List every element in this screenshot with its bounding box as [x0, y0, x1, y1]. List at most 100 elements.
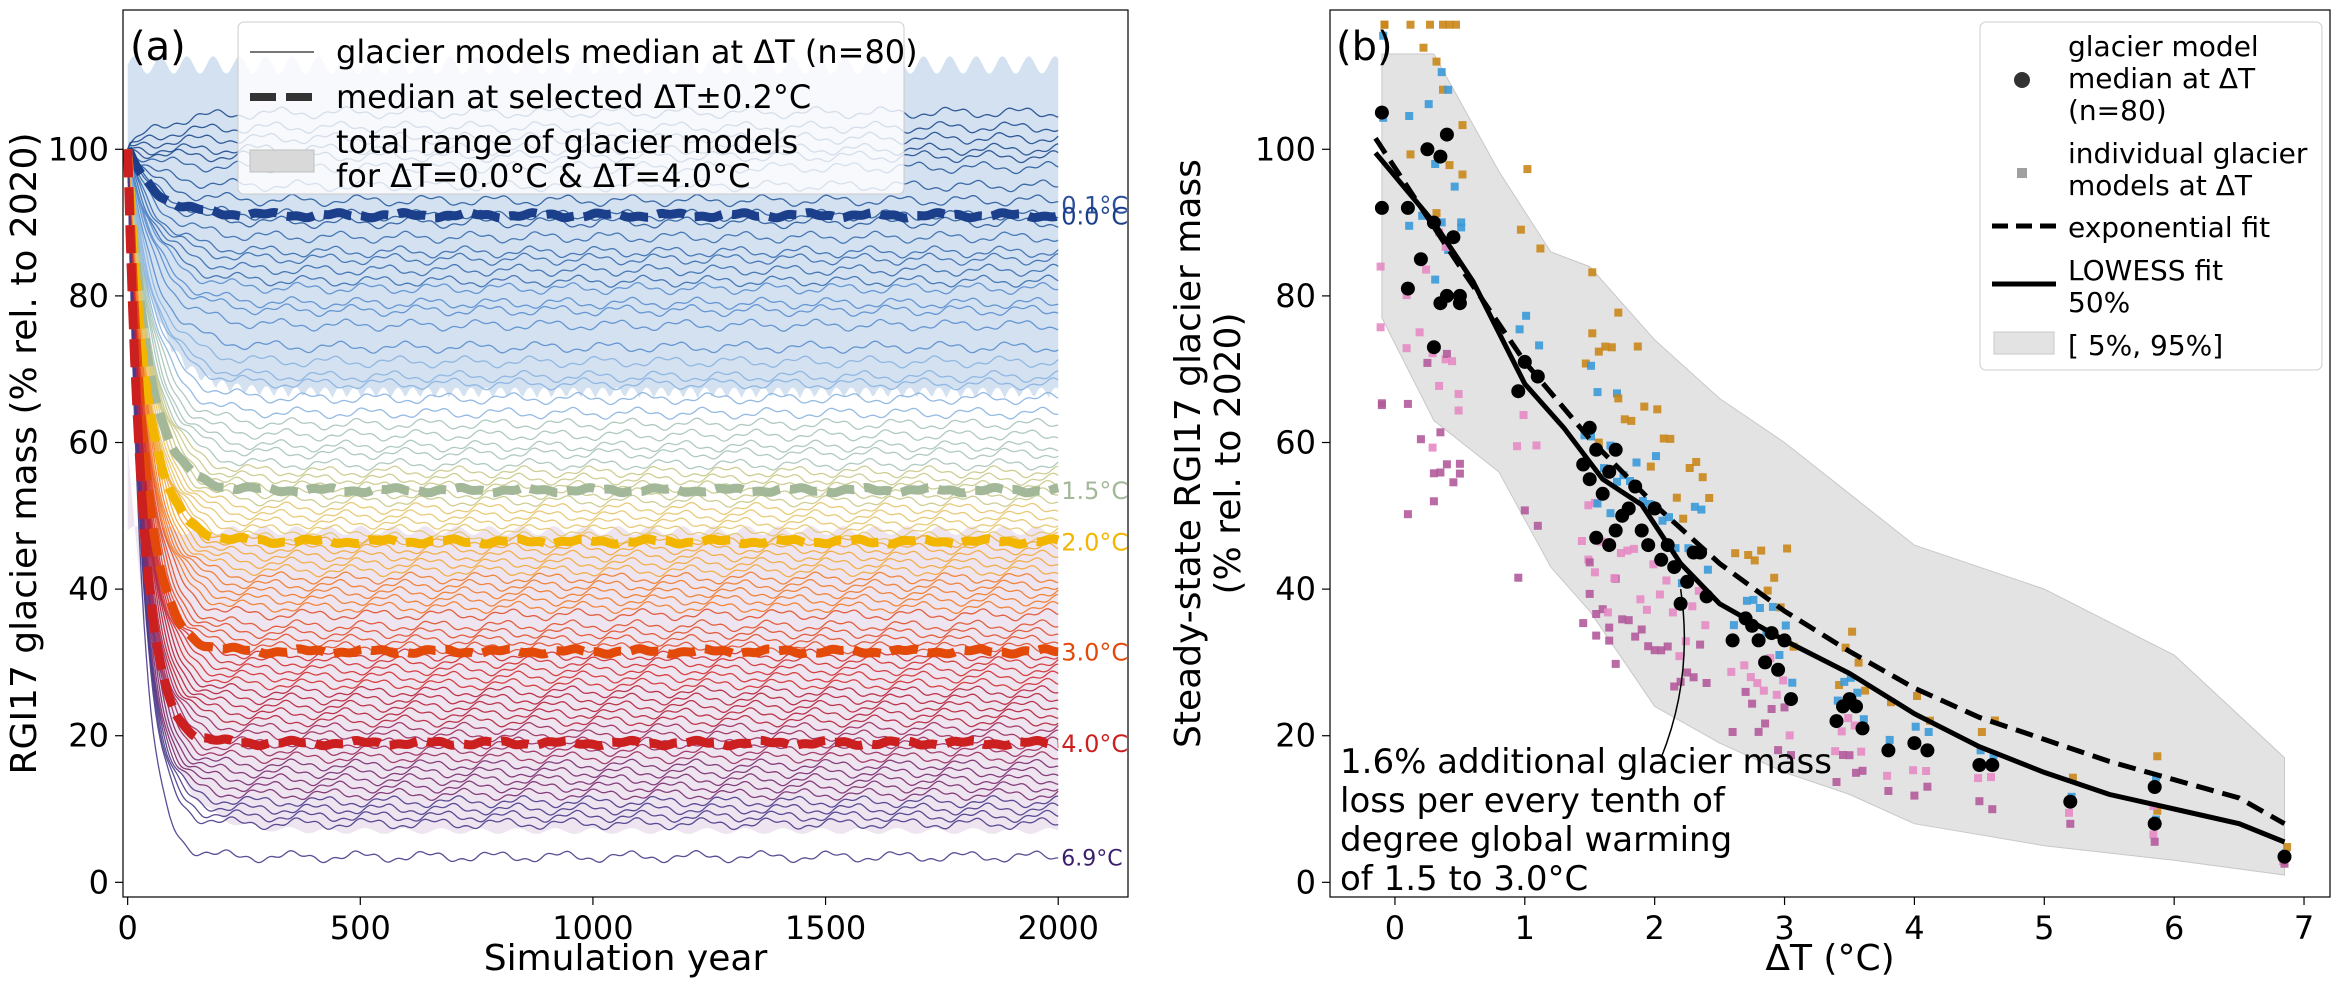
- legend: glacier models median at ΔT (n=80) media…: [237, 21, 918, 195]
- individual-model-point: [1611, 659, 1620, 668]
- median-point: [1654, 552, 1669, 567]
- individual-model-point: [1845, 751, 1854, 760]
- individual-model-point: [2150, 837, 2159, 846]
- median-point: [1511, 384, 1526, 399]
- individual-model-point: [1746, 673, 1755, 682]
- median-line: [127, 149, 1059, 728]
- median-line: [127, 149, 1059, 677]
- individual-model-point: [1698, 473, 1707, 482]
- individual-model-point: [1436, 428, 1445, 437]
- individual-model-point: [1432, 209, 1441, 218]
- individual-model-point: [1416, 435, 1425, 444]
- median-point: [1582, 472, 1597, 487]
- median-line: [127, 149, 1059, 593]
- individual-model-point: [1587, 361, 1595, 370]
- individual-model-point: [1437, 218, 1446, 227]
- individual-model-point: [1515, 325, 1524, 334]
- individual-model-point: [1588, 329, 1597, 338]
- median-line: [127, 149, 1059, 391]
- individual-model-point: [1616, 549, 1625, 558]
- series-end-label: 0.0°C: [1061, 202, 1128, 230]
- individual-model-point: [1702, 679, 1711, 687]
- median-line: [127, 149, 1059, 420]
- median-line: [127, 149, 1059, 222]
- individual-model-point: [1779, 676, 1788, 685]
- median-point: [2063, 794, 2078, 809]
- individual-model-point: [1592, 610, 1601, 618]
- median-line: [127, 149, 1059, 453]
- median-point: [1420, 142, 1435, 157]
- median-point: [1621, 501, 1636, 516]
- individual-model-point: [1757, 546, 1766, 555]
- individual-model-point: [1444, 85, 1453, 94]
- individual-model-point: [1676, 677, 1685, 686]
- individual-model-point: [1441, 355, 1450, 364]
- y-tick-label: 100: [1255, 130, 1316, 168]
- median-point: [1608, 523, 1623, 538]
- median-point: [1771, 662, 1786, 677]
- individual-model-point: [1441, 242, 1450, 251]
- individual-model-point: [1439, 85, 1447, 94]
- median-point: [1413, 252, 1428, 267]
- individual-model-point: [2149, 830, 2158, 839]
- legend-swatch-median-dot: [2014, 72, 2030, 88]
- individual-model-point: [1592, 631, 1601, 640]
- median-point: [1439, 127, 1454, 142]
- individual-model-point: [1432, 57, 1441, 66]
- individual-model-point: [1665, 513, 1673, 522]
- individual-model-point: [1728, 728, 1737, 736]
- individual-model-point: [1749, 595, 1758, 604]
- individual-model-point: [1593, 388, 1602, 397]
- individual-model-point: [1831, 747, 1840, 756]
- individual-model-point: [1685, 464, 1694, 472]
- median-point: [1400, 200, 1415, 215]
- individual-model-point: [1581, 359, 1590, 368]
- legend-swatch-individual-square: [2017, 168, 2027, 178]
- median-line: [127, 149, 1059, 809]
- individual-model-point: [1670, 682, 1679, 691]
- individual-model-point: [1426, 20, 1434, 29]
- individual-model-point: [1523, 165, 1532, 174]
- individual-model-point: [1753, 679, 1762, 688]
- median-point: [1589, 530, 1604, 545]
- median-point: [1972, 758, 1987, 772]
- x-tick-label: 2000: [1017, 909, 1098, 947]
- individual-model-point: [1629, 544, 1638, 553]
- selected-median-line: [124, 146, 1060, 223]
- median-point: [1433, 149, 1448, 164]
- individual-model-point: [1419, 43, 1428, 52]
- individual-model-point: [1603, 608, 1612, 617]
- individual-model-point: [1688, 602, 1697, 611]
- individual-model-point: [1590, 568, 1599, 577]
- individual-model-point: [1832, 778, 1841, 786]
- median-line: [127, 149, 1059, 310]
- individual-model-point: [1848, 627, 1857, 636]
- individual-model-point: [1883, 771, 1892, 780]
- individual-model-point: [1587, 432, 1595, 441]
- x-tick-label: 7: [2294, 909, 2314, 947]
- series-end-label: 4.0°C: [1061, 730, 1128, 758]
- individual-model-point: [1424, 100, 1433, 109]
- individual-model-point: [1754, 727, 1763, 736]
- median-line: [127, 149, 1059, 431]
- median-point: [1439, 288, 1454, 303]
- individual-model-point: [1976, 746, 1985, 755]
- y-axis-ticks: 0 20 40 60 80 100: [1255, 130, 1330, 901]
- individual-model-point: [1513, 442, 1521, 451]
- individual-model-point: [1675, 652, 1684, 661]
- annotation-line-1: 1.6% additional glacier mass: [1340, 742, 1832, 782]
- individual-model-point: [1729, 621, 1738, 630]
- x-tick-label: 5: [2034, 909, 2054, 947]
- median-line: [127, 149, 1059, 787]
- individual-model-point: [1613, 477, 1621, 486]
- individual-model-point: [2153, 752, 2162, 761]
- individual-model-point: [1657, 646, 1666, 655]
- individual-model-point: [1405, 221, 1414, 230]
- median-line: [127, 149, 1059, 208]
- median-line: [127, 148, 1059, 244]
- legend-box: [237, 21, 905, 195]
- median-line: [127, 149, 1059, 615]
- median-line: [127, 149, 1059, 706]
- individual-model-point: [1697, 505, 1706, 514]
- individual-model-point: [1584, 501, 1593, 510]
